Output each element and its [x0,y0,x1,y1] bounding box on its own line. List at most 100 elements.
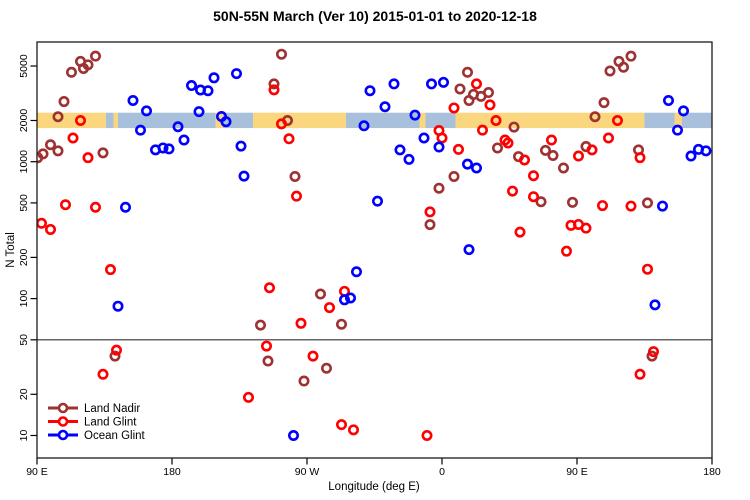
land-nadir-point [335,318,347,330]
land-glint-point [436,132,448,144]
land-nadir-point [482,87,494,99]
ocean-glint-point [656,200,668,212]
land-glint-point [290,190,302,202]
land-glint-point [596,200,608,212]
land-nadir-point [589,111,601,123]
band-ocean-segment [644,112,675,129]
y-axis-label: N Total [5,232,17,268]
land-nadir-point [36,152,44,164]
land-nadir-point [535,196,547,208]
land-glint-point [580,222,592,234]
land-glint-point [59,199,71,211]
y-tick-label: 50 [18,334,30,346]
y-tick-label: 200 [18,248,30,266]
land-nadir-point [539,144,551,156]
land-nadir-point [268,78,280,90]
land-glint-point [295,317,307,329]
land-glint-point [448,102,460,114]
land-nadir-point [454,83,466,95]
land-glint-point [347,424,359,436]
band-land-segment [253,112,346,129]
land-glint-point [44,223,56,235]
plot-border [36,41,713,459]
ocean-glint-point [418,132,430,144]
land-nadir-point [625,50,637,62]
land-glint-point [67,132,79,144]
legend-marker [57,402,69,414]
land-glint-point [484,99,496,111]
band-land-segment [419,112,426,129]
land-nadir-point [90,50,102,62]
land-glint-point [527,191,539,203]
ocean-glint-point [163,143,175,155]
land-nadir-point [289,170,301,182]
land-nadir-point [262,355,274,367]
land-nadir-point [320,362,332,374]
ocean-glint-point [358,120,370,132]
land-glint-point [452,143,464,155]
legend: Land Nadir Land Glint Ocean Glint [48,402,146,442]
land-glint-point [283,133,295,145]
land-glint-point [641,263,653,275]
land-nadir-point [52,111,64,123]
legend-marker [57,429,69,441]
ocean-glint-point [350,266,362,278]
band-land-segment [113,112,118,129]
y-tick-label: 100 [18,290,30,308]
land-nadir-point [547,149,559,161]
ocean-glint-point [120,201,132,213]
land-glint-point [243,391,255,403]
ocean-glint-point [193,106,205,118]
x-tick-label: 90 E [566,466,588,478]
ocean-glint-point [186,80,198,92]
land-nadir-point [598,97,610,109]
ocean-glint-point [238,170,250,182]
land-glint-point [90,201,102,213]
ocean-glint-point [157,142,169,154]
ocean-glint-point [433,141,445,153]
land-glint-point [75,114,87,126]
land-glint-point [490,114,502,126]
ocean-glint-point [403,153,415,165]
ocean-glint-point [287,429,299,441]
ocean-glint-point [662,94,674,106]
land-glint-point [111,344,123,356]
x-tick-label: 180 [163,466,181,478]
legend-label: Land Glint [84,417,137,429]
land-glint-point [625,200,637,212]
ocean-glint-point [127,94,139,106]
land-glint-point [421,429,433,441]
land-nadir-point [275,48,287,60]
land-glint-point [518,154,530,166]
y-tick-label: 500 [18,194,30,212]
ocean-glint-point [220,116,232,128]
ocean-glint-point [425,78,437,90]
land-glint-point [470,78,482,90]
land-nadir-point [463,94,475,106]
ocean-glint-point [371,195,383,207]
land-glint-point [263,282,275,294]
land-nadir-point [298,375,310,387]
ocean-glint-point [344,292,356,304]
ocean-glint-point [141,105,153,117]
y-tick-label: 5000 [18,54,30,78]
chart-title: 50N-55N March (Ver 10) 2015-01-01 to 202… [213,8,537,24]
land-glint-point [602,132,614,144]
land-glint-point [611,114,623,126]
ocean-glint-point [470,162,482,174]
land-ocean-band [37,112,712,129]
land-glint-point [586,144,598,156]
land-nadir-point [97,147,109,159]
legend-marker [57,416,69,427]
legend-label: Land Nadir [84,403,140,415]
land-nadir-point [109,350,121,362]
ocean-glint-point [700,145,712,157]
ocean-glint-point [671,124,683,136]
land-glint-point [275,118,287,130]
x-axis-label: Longitude (deg E) [328,481,420,493]
land-glint-point [335,419,347,431]
land-glint-point [268,84,280,96]
land-glint-point [514,226,526,238]
ocean-glint-point [379,101,391,113]
land-glint-point [323,302,335,314]
